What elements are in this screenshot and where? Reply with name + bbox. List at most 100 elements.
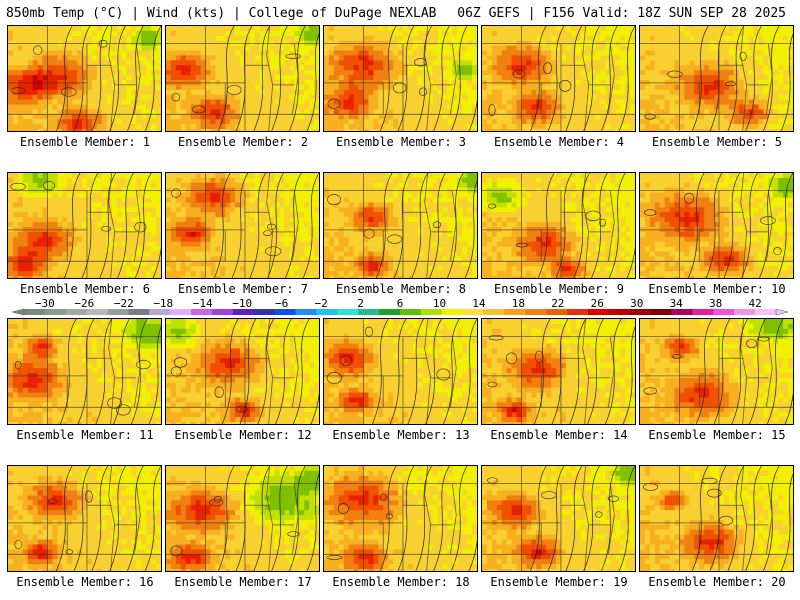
ensemble-member-map	[481, 465, 636, 572]
ensemble-member-map	[7, 318, 162, 425]
ensemble-member-label: Ensemble Member: 9	[493, 282, 625, 296]
colorbar-tick-label: 18	[512, 297, 525, 310]
ensemble-member-map	[165, 172, 320, 279]
model-run-info: 06Z GEFS | F156 Valid: 18Z SUN SEP 28 20…	[457, 6, 786, 21]
colorbar-tick-label: 14	[472, 297, 486, 310]
ensemble-member-label: Ensemble Member: 14	[490, 428, 628, 442]
ensemble-member-label: Ensemble Member: 16	[16, 575, 154, 589]
ensemble-member-label: Ensemble Member: 2	[177, 135, 309, 149]
ensemble-member-map	[323, 172, 478, 279]
colorbar-arrow-left	[12, 308, 25, 316]
colorbar-segment	[149, 309, 171, 315]
colorbar-segment	[608, 309, 631, 315]
chart-title: 850mb Temp (°C) | Wind (kts) | College o…	[6, 6, 437, 21]
ensemble-member-label: Ensemble Member: 10	[648, 282, 786, 296]
colorbar-segment	[692, 309, 714, 315]
colorbar-arrow-right	[775, 308, 788, 316]
colorbar-tick-label: 38	[709, 297, 722, 310]
ensemble-member-label: Ensemble Member: 12	[174, 428, 312, 442]
colorbar-tick-label: −6	[275, 297, 288, 310]
colorbar-segment	[650, 309, 672, 315]
ensemble-member-label: Ensemble Member: 5	[651, 135, 783, 149]
colorbar-segment	[462, 309, 484, 315]
colorbar-tick-label: 10	[433, 297, 446, 310]
colorbar-segment	[629, 309, 651, 315]
ensemble-member-map	[323, 465, 478, 572]
colorbar-segment	[316, 309, 338, 315]
ensemble-member-label: Ensemble Member: 19	[490, 575, 628, 589]
ensemble-member-map	[165, 465, 320, 572]
colorbar-segment	[483, 309, 505, 315]
colorbar-segment	[107, 309, 129, 315]
colorbar-segment	[441, 309, 463, 315]
colorbar-segment	[379, 309, 401, 315]
colorbar-tick-label: −30	[35, 297, 55, 310]
ensemble-member-map	[165, 25, 320, 132]
colorbar-segment	[337, 309, 359, 315]
colorbar-segment	[567, 309, 589, 315]
colorbar-segment	[525, 309, 547, 315]
ensemble-member-label: Ensemble Member: 15	[648, 428, 786, 442]
ensemble-member-label: Ensemble Member: 18	[332, 575, 470, 589]
ensemble-member-label: Ensemble Member: 11	[16, 428, 154, 442]
ensemble-member-label: Ensemble Member: 7	[177, 282, 309, 296]
ensemble-member-label: Ensemble Member: 13	[332, 428, 470, 442]
ensemble-member-label: Ensemble Member: 6	[19, 282, 151, 296]
ensemble-member-map	[7, 465, 162, 572]
ensemble-member-label: Ensemble Member: 3	[335, 135, 467, 149]
colorbar-tick-label: 34	[670, 297, 684, 310]
ensemble-member-label: Ensemble Member: 20	[648, 575, 786, 589]
colorbar-tick-label: 30	[630, 297, 643, 310]
colorbar-tick-label: 22	[551, 297, 564, 310]
colorbar-tick-label: −26	[74, 297, 94, 310]
colorbar-segment	[44, 309, 67, 315]
colorbar-segment	[274, 309, 296, 315]
colorbar-segment	[295, 309, 317, 315]
colorbar-tick-label: −14	[193, 297, 213, 310]
colorbar-tick-label: −22	[114, 297, 134, 310]
ensemble-member-label: Ensemble Member: 4	[493, 135, 625, 149]
ensemble-member-map	[639, 172, 794, 279]
colorbar-segment	[191, 309, 213, 315]
colorbar-segment	[128, 309, 150, 315]
temperature-colorbar: −30 −26 −22 −18 −14 −10 −6 −2 2 6 10 14 18 22 26 30 34 38…	[12, 297, 788, 316]
colorbar-tick-label: 6	[397, 297, 404, 310]
colorbar-tick-label: 42	[748, 297, 761, 310]
colorbar-tick-label: −10	[232, 297, 252, 310]
colorbar-segment	[24, 309, 46, 315]
colorbar-tick-label: 2	[357, 297, 364, 310]
colorbar-segment	[170, 309, 192, 315]
ensemble-member-map	[481, 25, 636, 132]
ensemble-member-map	[323, 318, 478, 425]
colorbar-segment	[734, 309, 756, 315]
colorbar-tick-label: −2	[314, 297, 327, 310]
colorbar-tick-label: 26	[591, 297, 604, 310]
ensemble-member-map	[7, 25, 162, 132]
colorbar-segment	[755, 309, 777, 315]
ensemble-member-map	[639, 25, 794, 132]
colorbar-segment	[253, 309, 275, 315]
colorbar-segment	[212, 309, 234, 315]
ensemble-member-map	[481, 318, 636, 425]
ensemble-member-map	[7, 172, 162, 279]
colorbar-segment	[420, 309, 443, 315]
colorbar-segment	[713, 309, 735, 315]
colorbar-tick-label: −18	[153, 297, 173, 310]
colorbar-segment	[232, 309, 255, 315]
ensemble-member-label: Ensemble Member: 17	[174, 575, 312, 589]
colorbar-segment	[86, 309, 108, 315]
colorbar-segment	[400, 309, 422, 315]
ensemble-member-map	[323, 25, 478, 132]
colorbar-segment	[671, 309, 693, 315]
colorbar-segment	[65, 309, 87, 315]
ensemble-member-map	[481, 172, 636, 279]
ensemble-member-label: Ensemble Member: 1	[19, 135, 151, 149]
colorbar-segment	[504, 309, 526, 315]
ensemble-member-map	[639, 465, 794, 572]
ensemble-member-map	[639, 318, 794, 425]
ensemble-member-map	[165, 318, 320, 425]
colorbar-segment	[588, 309, 610, 315]
ensemble-member-label: Ensemble Member: 8	[335, 282, 467, 296]
colorbar-segment	[358, 309, 380, 315]
colorbar-segment	[546, 309, 568, 315]
